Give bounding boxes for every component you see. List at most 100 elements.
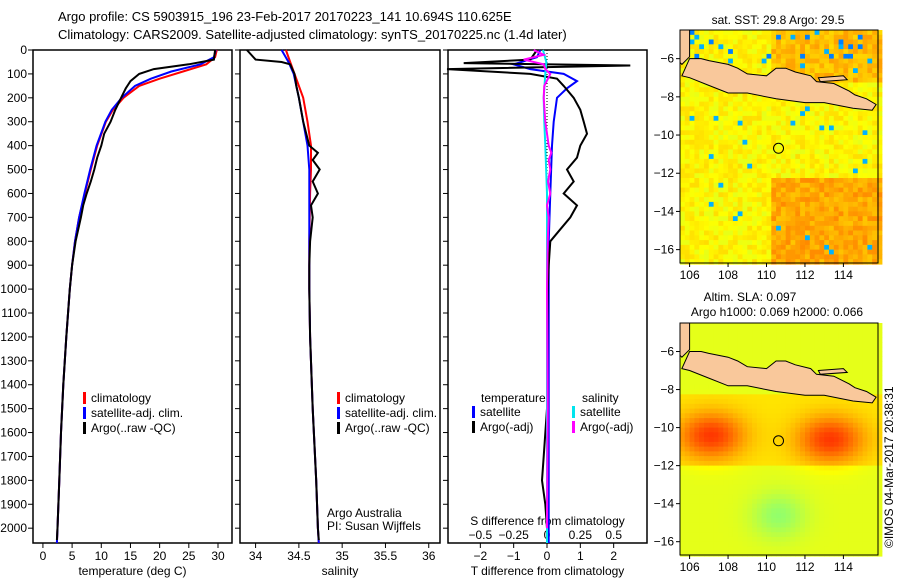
map-cell: [680, 422, 686, 429]
map-cell: [752, 413, 758, 419]
map-cell: [848, 201, 854, 208]
map-cell: [694, 337, 700, 343]
map-cell: [785, 399, 792, 405]
map-cell: [747, 332, 753, 338]
map-cell: [728, 484, 734, 490]
map-cell: [761, 346, 768, 353]
map-cell: [708, 30, 715, 36]
map-cell: [699, 254, 705, 260]
map-cell: [833, 173, 840, 179]
map-cell: [824, 249, 830, 255]
map-cell: [756, 342, 763, 348]
map-cell: [742, 494, 748, 500]
map-cell: [728, 30, 734, 36]
map-cell: [877, 106, 883, 112]
map-cell: [752, 49, 758, 55]
map-cell: [680, 456, 686, 462]
map-cell: [776, 346, 782, 353]
map-cell: [780, 154, 787, 160]
map-cell: [805, 201, 811, 208]
map-cell: [824, 149, 830, 155]
map-cell: [857, 187, 864, 193]
map-cell: [776, 446, 782, 452]
map-cell: [761, 201, 768, 208]
map-cell: [728, 44, 734, 50]
map-cell: [752, 394, 758, 400]
map-cell: [689, 139, 695, 146]
map-cell: [737, 254, 744, 260]
map-cell: [838, 30, 844, 36]
map-cell: [718, 216, 724, 222]
map-cell: [805, 101, 811, 107]
map-cell: [814, 259, 820, 265]
map-cell: [723, 517, 729, 524]
map-cell: [694, 53, 700, 60]
map-cell: [752, 154, 758, 160]
map-cell: [843, 130, 849, 136]
map-cell: [766, 34, 772, 41]
map-cell: [776, 546, 782, 552]
map-cell: [862, 259, 868, 265]
map-cell: [699, 432, 705, 438]
map-cell: [766, 361, 772, 367]
map-cell: [800, 437, 806, 443]
map-cell: [761, 178, 768, 184]
map-cell: [785, 532, 792, 538]
map-cell: [756, 30, 763, 36]
map-cell: [756, 53, 763, 60]
map-cell: [872, 230, 878, 236]
map-cell: [790, 244, 796, 251]
map-cell: [785, 498, 792, 505]
map-cell: [718, 323, 724, 329]
map-cell: [766, 536, 772, 543]
map-cell: [824, 418, 830, 424]
map-cell: [785, 244, 792, 251]
map-cell: [723, 168, 729, 174]
map-cell: [790, 182, 796, 189]
map-cell: [843, 503, 849, 510]
map-cell: [785, 221, 792, 227]
map-cell: [776, 413, 782, 419]
map-cell: [838, 551, 844, 557]
map-cell: [848, 437, 854, 443]
map-cell: [680, 446, 686, 452]
map-cell: [833, 460, 840, 467]
map-cell: [795, 244, 801, 251]
map-cell: [708, 182, 715, 189]
map-cell: [814, 427, 820, 433]
map-cell: [862, 441, 868, 448]
map-cell: [723, 144, 729, 150]
map-cell: [694, 432, 700, 438]
map-cell: [843, 173, 849, 179]
map-cell: [843, 361, 849, 367]
series-line-satellite-adj-clim-: [280, 49, 320, 544]
map-cell: [728, 446, 734, 452]
map-cell: [853, 125, 859, 131]
map-cell: [737, 144, 744, 150]
map-cell: [795, 259, 801, 265]
map-cell: [680, 399, 686, 405]
map-cell: [843, 498, 849, 505]
map-cell: [704, 432, 710, 438]
map-cell: [857, 380, 864, 386]
map-cell: [747, 130, 753, 136]
map-cell: [742, 460, 748, 467]
map-cell: [756, 125, 763, 131]
map-cell: [857, 513, 864, 519]
map-cell: [761, 206, 768, 213]
map-cell: [853, 120, 859, 127]
map-cell: [689, 254, 695, 260]
map-cell: [699, 323, 705, 329]
map-cell: [872, 479, 878, 486]
map-cell: [771, 240, 777, 246]
map-cell: [814, 235, 820, 241]
map-cell: [814, 489, 820, 495]
map-cell: [824, 34, 830, 41]
map-cell: [862, 49, 868, 55]
map-cell: [689, 427, 695, 433]
map-cell: [819, 187, 825, 193]
map-cell: [704, 503, 710, 510]
map-cell: [805, 206, 811, 213]
map-cell: [785, 479, 792, 486]
map-cell: [776, 192, 782, 198]
